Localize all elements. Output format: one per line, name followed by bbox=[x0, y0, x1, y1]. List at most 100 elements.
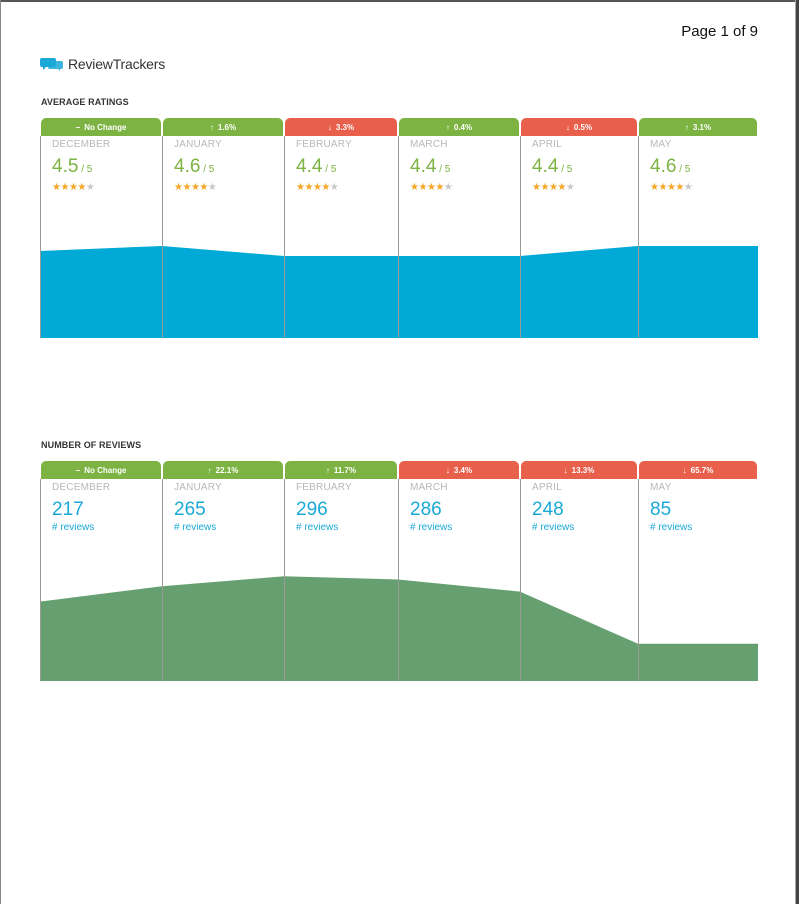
review-count-label: # reviews bbox=[650, 522, 693, 533]
ratings-change-label: No Change bbox=[84, 122, 127, 132]
ratings-change-label: 0.4% bbox=[453, 122, 473, 132]
arrow-down-icon: ↓ bbox=[563, 465, 568, 475]
star-filled-icon: ★ bbox=[532, 182, 541, 193]
star-filled-icon: ★ bbox=[658, 182, 667, 193]
month-label: APRIL bbox=[532, 139, 562, 150]
rating-value: 4.6 / 5 bbox=[174, 156, 214, 178]
review-count-label: # reviews bbox=[532, 522, 575, 533]
reviews-change-label: 3.4% bbox=[453, 465, 473, 475]
arrow-up-icon: ↑ bbox=[445, 122, 450, 132]
ratings-change-badge: − No Change bbox=[41, 118, 161, 136]
month-label: DECEMBER bbox=[52, 482, 111, 493]
reviews-change-badge: ↑ 11.7% bbox=[285, 461, 397, 479]
column-divider bbox=[398, 479, 399, 681]
star-filled-icon: ★ bbox=[296, 182, 305, 193]
ratings-change-badges: − No Change ↑ 1.6% ↓ 3.3% ↑ 0.4% ↓ 0.5% ↑ 3.1% bbox=[40, 118, 758, 136]
star-filled-icon: ★ bbox=[182, 182, 191, 193]
column-divider bbox=[162, 479, 163, 681]
arrow-down-icon: ↓ bbox=[565, 122, 570, 132]
star-empty-icon: ★ bbox=[565, 182, 575, 193]
rating-number: 4.4 bbox=[532, 156, 559, 177]
arrow-up-icon: ↑ bbox=[209, 122, 214, 132]
star-empty-icon: ★ bbox=[443, 182, 453, 193]
rating-value: 4.4 / 5 bbox=[410, 156, 450, 178]
column-divider bbox=[638, 136, 639, 338]
month-label: APRIL bbox=[532, 482, 562, 493]
column-divider bbox=[284, 136, 285, 338]
column-divider bbox=[284, 479, 285, 681]
ratings-change-label: 3.3% bbox=[335, 122, 355, 132]
month-label: MARCH bbox=[410, 139, 448, 150]
page-border-right-shadow bbox=[795, 0, 796, 904]
star-filled-icon: ★ bbox=[68, 182, 78, 193]
ratings-change-label: 0.5% bbox=[573, 122, 593, 132]
rating-value: 4.5 / 5 bbox=[52, 156, 92, 178]
star-rating: ★★★★★ bbox=[650, 182, 693, 193]
star-rating: ★★★★★ bbox=[52, 182, 95, 193]
star-filled-icon: ★ bbox=[650, 182, 659, 193]
month-label: JANUARY bbox=[174, 139, 222, 150]
star-filled-icon: ★ bbox=[410, 182, 419, 193]
star-filled-icon: ★ bbox=[418, 182, 427, 193]
arrow-down-icon: ↓ bbox=[327, 122, 332, 132]
reviews-change-badge: ↓ 65.7% bbox=[639, 461, 757, 479]
star-empty-icon: ★ bbox=[207, 182, 217, 193]
rating-scale: / 5 bbox=[676, 164, 691, 175]
rating-scale: / 5 bbox=[558, 164, 573, 175]
star-filled-icon: ★ bbox=[190, 182, 200, 193]
star-empty-icon: ★ bbox=[85, 182, 95, 193]
reviews-columns: DECEMBER 217 # reviews JANUARY 265 # reviews F… bbox=[40, 479, 758, 681]
reviews-change-label: 13.3% bbox=[571, 465, 595, 475]
arrow-up-icon: ↑ bbox=[684, 122, 689, 132]
review-count: 85 bbox=[650, 499, 672, 520]
month-label: MAY bbox=[650, 482, 672, 493]
reviews-change-label: 65.7% bbox=[690, 465, 714, 475]
ratings-panel: − No Change ↑ 1.6% ↓ 3.3% ↑ 0.4% ↓ 0.5% ↑ 3.1% DECE… bbox=[40, 118, 758, 338]
speech-bubbles-icon bbox=[40, 58, 63, 71]
page-border-top bbox=[0, 0, 799, 2]
ratings-change-badge: ↑ 0.4% bbox=[399, 118, 519, 136]
month-label: JANUARY bbox=[174, 482, 222, 493]
ratings-area-chart bbox=[40, 246, 758, 338]
star-rating: ★★★★★ bbox=[296, 182, 339, 193]
reviews-area-chart-fill bbox=[40, 576, 758, 681]
ratings-section-title: AVERAGE RATINGS bbox=[41, 97, 129, 107]
page-border-left bbox=[0, 0, 1, 904]
reviews-panel: − No Change ↑ 22.1% ↑ 11.7% ↓ 3.4% ↓ 13.3% ↓ 65.7% … bbox=[40, 461, 758, 681]
ratings-change-badge: ↑ 3.1% bbox=[639, 118, 757, 136]
star-rating: ★★★★★ bbox=[410, 182, 453, 193]
rating-scale: / 5 bbox=[436, 164, 451, 175]
star-filled-icon: ★ bbox=[557, 182, 566, 193]
star-empty-icon: ★ bbox=[683, 182, 693, 193]
month-label: MARCH bbox=[410, 482, 448, 493]
review-count-label: # reviews bbox=[174, 522, 217, 533]
star-filled-icon: ★ bbox=[60, 182, 69, 193]
ratings-area-chart-fill bbox=[40, 246, 758, 338]
star-rating: ★★★★★ bbox=[532, 182, 575, 193]
ratings-change-badge: ↓ 0.5% bbox=[521, 118, 637, 136]
star-filled-icon: ★ bbox=[52, 182, 61, 193]
arrow-up-icon: ↑ bbox=[325, 465, 330, 475]
ratings-change-badge: ↓ 3.3% bbox=[285, 118, 397, 136]
star-filled-icon: ★ bbox=[675, 182, 684, 193]
minus-icon: − bbox=[75, 122, 81, 132]
rating-value: 4.4 / 5 bbox=[532, 156, 572, 178]
ratings-change-label: 3.1% bbox=[692, 122, 712, 132]
review-count: 286 bbox=[410, 499, 442, 520]
review-count: 265 bbox=[174, 499, 206, 520]
star-empty-icon: ★ bbox=[329, 182, 339, 193]
reviews-change-label: 22.1% bbox=[215, 465, 239, 475]
review-count: 248 bbox=[532, 499, 564, 520]
star-filled-icon: ★ bbox=[77, 182, 86, 193]
arrow-up-icon: ↑ bbox=[207, 465, 212, 475]
brand-logo: ReviewTrackers bbox=[40, 56, 165, 72]
star-filled-icon: ★ bbox=[426, 182, 436, 193]
star-filled-icon: ★ bbox=[666, 182, 676, 193]
ratings-change-label: 1.6% bbox=[217, 122, 237, 132]
ratings-columns: DECEMBER 4.5 / 5 ★★★★★ JANUARY 4.6 / 5 ★★★★★ F… bbox=[40, 136, 758, 338]
review-count-label: # reviews bbox=[52, 522, 95, 533]
star-filled-icon: ★ bbox=[174, 182, 183, 193]
star-filled-icon: ★ bbox=[199, 182, 208, 193]
arrow-down-icon: ↓ bbox=[682, 465, 687, 475]
star-filled-icon: ★ bbox=[540, 182, 549, 193]
